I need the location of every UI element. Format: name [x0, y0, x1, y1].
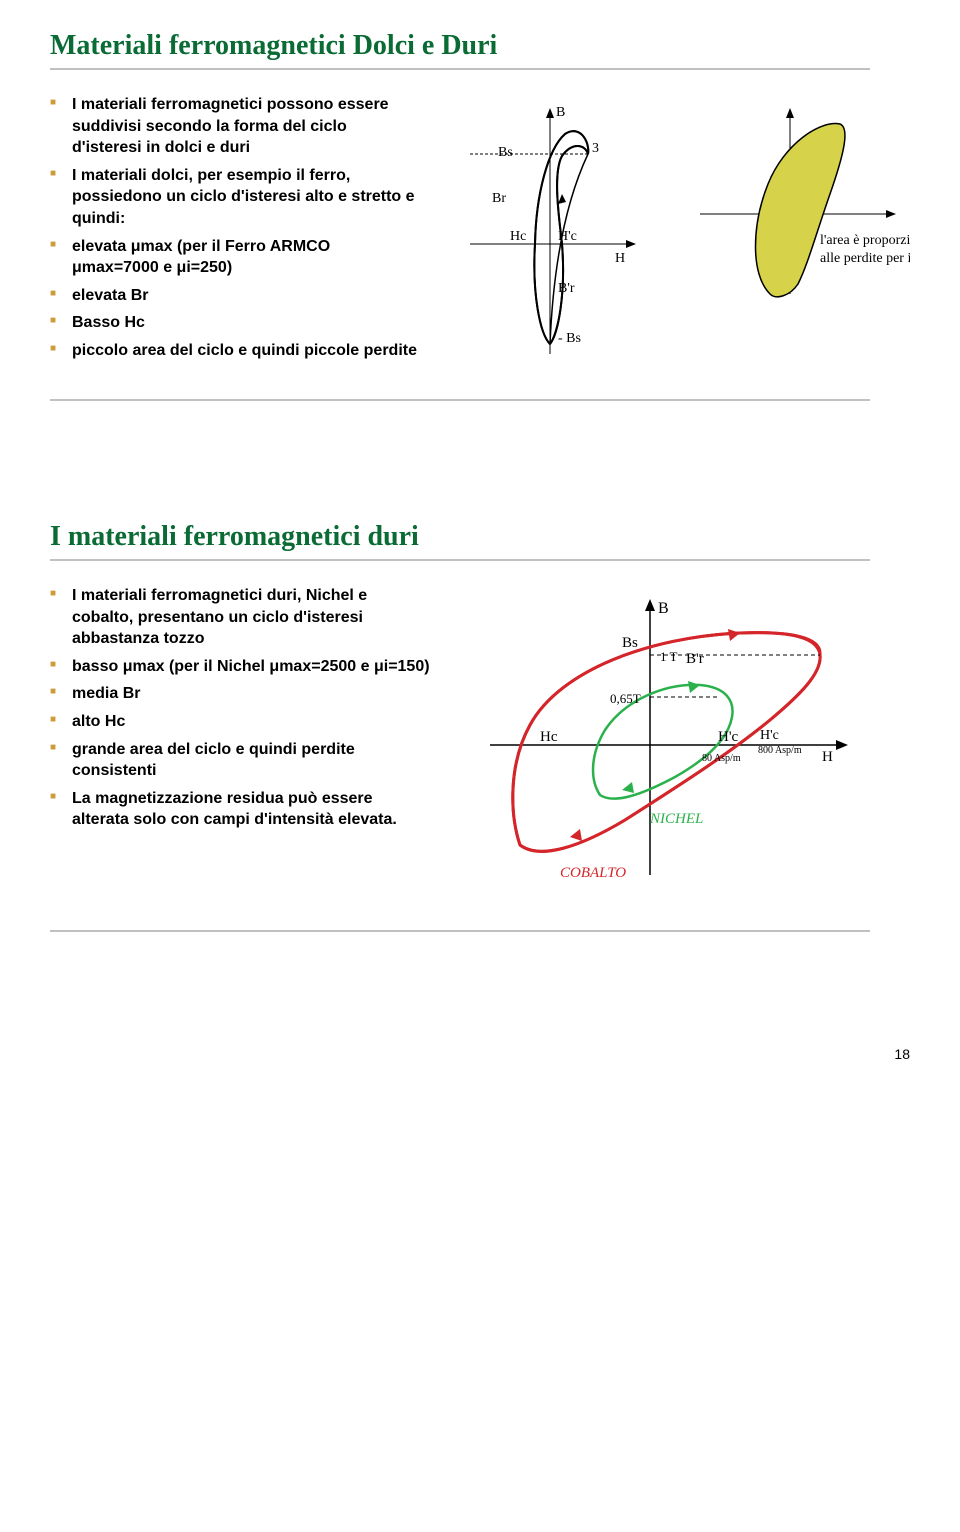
bullet: I materiali ferromagnetici possono esser… — [50, 94, 420, 159]
svg-text:B'r: B'r — [558, 281, 575, 296]
svg-text:NICHEL: NICHEL — [649, 811, 703, 827]
svg-text:B: B — [556, 105, 565, 120]
hysteresis-wide-diagram: B Bs 1 T B'r 0,65T Hc H'c H'c H 80 Asp/m… — [450, 585, 870, 910]
bullet: media Br — [50, 683, 430, 705]
svg-text:H'c: H'c — [760, 728, 779, 743]
svg-text:Hc: Hc — [510, 229, 526, 244]
area-proportional-diagram: l'area è proporzionale alle perdite per … — [680, 94, 910, 339]
bullet: elevata μmax (per il Ferro ARMCO μmax=70… — [50, 236, 420, 279]
bullet: alto Hc — [50, 711, 430, 733]
page-number: 18 — [894, 1046, 910, 1062]
svg-text:alle perdite per isteresi: alle perdite per isteresi — [820, 251, 910, 266]
slide-dolci-duri: Materiali ferromagnetici Dolci e Duri I … — [50, 30, 910, 401]
slide-duri: I materiali ferromagnetici duri I materi… — [50, 521, 910, 932]
hysteresis-narrow-diagram: B Bs 3 Br Hc H'c H B'r - Bs — [440, 94, 660, 379]
svg-text:Br: Br — [492, 191, 506, 206]
svg-text:H'c: H'c — [718, 729, 739, 745]
svg-text:Bs: Bs — [498, 145, 513, 160]
svg-text:H'c: H'c — [558, 229, 577, 244]
slide2-bullets: I materiali ferromagnetici duri, Nichel … — [50, 585, 430, 837]
slide-footer-line — [50, 930, 870, 932]
slide1-title: Materiali ferromagnetici Dolci e Duri — [50, 30, 910, 62]
bullet: La magnetizzazione residua può essere al… — [50, 788, 430, 831]
svg-text:1 T: 1 T — [660, 649, 678, 664]
svg-text:80 Asp/m: 80 Asp/m — [702, 753, 741, 764]
svg-text:B'r: B'r — [686, 651, 704, 667]
svg-text:H: H — [822, 749, 833, 765]
slide1-bullets: I materiali ferromagnetici possono esser… — [50, 94, 420, 368]
title-part2: Dolci e Duri — [353, 30, 498, 61]
slide2-title: I materiali ferromagnetici duri — [50, 521, 910, 553]
svg-text:800 Asp/m: 800 Asp/m — [758, 745, 802, 756]
bullet: grande area del ciclo e quindi perdite c… — [50, 739, 430, 782]
svg-text:l'area è proporzionale: l'area è proporzionale — [820, 233, 910, 248]
svg-text:B: B — [658, 600, 669, 617]
bullet: I materiali dolci, per esempio il ferro,… — [50, 165, 420, 230]
svg-text:H: H — [615, 251, 625, 266]
bullet: elevata Br — [50, 285, 420, 307]
svg-text:3: 3 — [592, 141, 599, 156]
bullet: Basso Hc — [50, 312, 420, 334]
svg-text:0,65T: 0,65T — [610, 691, 641, 706]
svg-text:- Bs: - Bs — [558, 331, 581, 346]
svg-text:COBALTO: COBALTO — [560, 865, 626, 881]
bullet: piccolo area del ciclo e quindi piccole … — [50, 340, 420, 362]
slide-footer-line — [50, 399, 870, 401]
svg-text:Bs: Bs — [622, 635, 638, 651]
bullet: basso μmax (per il Nichel μmax=2500 e μi… — [50, 656, 430, 678]
bullet: I materiali ferromagnetici duri, Nichel … — [50, 585, 430, 650]
title-underline — [50, 559, 870, 561]
title-underline — [50, 68, 870, 70]
title-text: I materiali ferromagnetici duri — [50, 521, 419, 552]
title-part1: Materiali ferromagnetici — [50, 30, 353, 61]
svg-text:Hc: Hc — [540, 729, 558, 745]
